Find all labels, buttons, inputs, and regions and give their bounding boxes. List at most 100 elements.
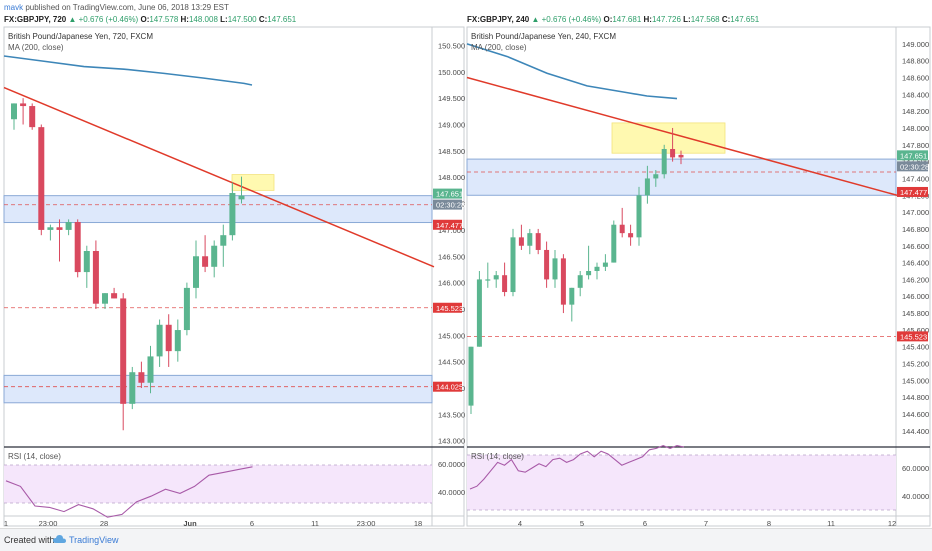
left-level1-badge-bg	[433, 219, 462, 230]
right-low-label: L:	[683, 15, 691, 24]
right-candle	[560, 254, 566, 314]
right-high-value: 147.726	[651, 15, 681, 24]
left-candle-body	[83, 250, 90, 273]
right-candle	[670, 127, 676, 162]
right-rsi-band	[467, 455, 896, 510]
left-candle	[220, 224, 227, 267]
right-y-tick-label: 146.400	[902, 259, 929, 268]
right-candle-body	[569, 287, 575, 305]
right-pane-border	[466, 26, 931, 527]
left-candle	[183, 282, 190, 336]
right-price-badge: 147.651	[900, 151, 927, 160]
right-y-tick-label: 145.000	[902, 376, 929, 385]
left-ma-legend: MA (200, close)	[8, 43, 64, 52]
right-rsi-line	[469, 445, 685, 490]
right-candle	[636, 186, 642, 246]
right-price-badge-bg	[897, 150, 928, 161]
right-y-tick-label: 147.800	[902, 141, 929, 150]
left-y-tick-label: 146.000	[438, 279, 465, 288]
right-y-tick-label: 146.600	[902, 242, 929, 251]
left-rsi-tick-label: 60.0000	[438, 460, 465, 469]
right-rsi-tick-label: 60.0000	[902, 464, 929, 473]
left-y-tick-label: 148.000	[438, 173, 465, 182]
right-x-tick-label: 4	[518, 519, 522, 528]
right-open-value: 147.681	[612, 15, 642, 24]
right-x-tick-label: 5	[580, 519, 584, 528]
left-timer-badge: 02:30:28	[436, 201, 465, 210]
right-chart-header: FX:GBPJPY, 240 ▲ +0.676 (+0.46%) O:147.6…	[467, 15, 759, 24]
left-rsi-band	[4, 465, 432, 503]
right-symbol[interactable]: FX:GBPJPY, 240	[467, 15, 530, 24]
left-candle-body	[156, 324, 163, 357]
right-y-tick-label: 146.000	[902, 292, 929, 301]
left-candle	[83, 245, 90, 288]
left-candle	[156, 319, 163, 367]
right-ma200-line	[466, 43, 678, 100]
left-y-tick-label: 150.000	[438, 68, 465, 77]
created-with-label: Created with	[4, 535, 55, 545]
right-candle	[586, 245, 592, 280]
left-candle-body	[20, 103, 27, 107]
publisher-user-link[interactable]: mavk	[4, 3, 24, 12]
right-close-label: C:	[721, 15, 731, 24]
left-x-tick-label: 23:00	[39, 519, 58, 528]
right-level2-badge: 145.523	[900, 332, 927, 341]
left-x-tick-label: Jun	[183, 519, 197, 528]
right-level2-badge-bg	[897, 331, 928, 342]
left-candle-body	[65, 222, 72, 230]
left-chart-pane: 150.500 150.000 149.500 149.000 148.500 148.0…	[3, 26, 465, 528]
left-candle-body	[129, 372, 136, 404]
left-rsi-line	[5, 466, 253, 518]
left-price-badge: 147.651	[436, 190, 463, 199]
right-ma-legend: MA (200, close)	[471, 43, 527, 52]
right-y-tick-label: 148.000	[902, 124, 929, 133]
left-close-label: C:	[258, 15, 268, 24]
right-candle	[552, 249, 558, 288]
right-candle-body	[518, 237, 524, 246]
right-chart-pane: 149.000 148.800 148.600 148.400 148.200 148.0…	[466, 26, 931, 528]
left-open-value: 147.578	[149, 15, 179, 24]
right-x-tick-label: 7	[704, 519, 708, 528]
right-candle-body	[636, 195, 642, 238]
left-y-tick-label: 145.000	[438, 331, 465, 340]
left-level3-badge-bg	[433, 381, 462, 392]
right-x-tick-label: 6	[643, 519, 647, 528]
left-candle	[147, 345, 154, 394]
left-x-tick-label: 18	[414, 519, 422, 528]
left-candle-body	[11, 103, 17, 120]
left-support-zone	[3, 195, 433, 224]
right-support-zone	[466, 158, 897, 196]
left-candle-body	[147, 356, 154, 383]
left-level2-badge-bg	[433, 302, 462, 313]
right-y-tick-label: 149.000	[902, 40, 929, 49]
right-candle	[544, 241, 550, 288]
footer-bar: Created with TradingView	[0, 528, 932, 551]
left-candle	[20, 98, 27, 125]
right-timer-badge-bg	[897, 161, 928, 172]
left-candle	[193, 240, 199, 299]
left-y-tick-label: 146.500	[438, 252, 465, 261]
left-candle	[211, 240, 218, 278]
left-y-tick-label: 149.000	[438, 121, 465, 130]
right-candle-body	[510, 237, 516, 293]
left-trend-line	[3, 86, 435, 268]
right-candle-body	[602, 262, 608, 267]
right-candle-body	[527, 233, 533, 246]
left-level3-badge: 144.025	[436, 383, 463, 392]
right-timer-badge: 02:30:28	[900, 162, 929, 171]
left-symbol[interactable]: FX:GBPJPY, 720	[4, 15, 67, 24]
right-candle-body	[502, 275, 508, 293]
left-candle-body	[183, 287, 190, 331]
left-open-label: O:	[140, 15, 150, 24]
left-low-label: L:	[220, 15, 228, 24]
tradingview-cloud-icon	[53, 535, 66, 543]
tradingview-brand-link[interactable]: TradingView	[69, 535, 119, 545]
left-candle	[74, 219, 81, 278]
left-candle-body	[165, 324, 172, 352]
left-price-badge-bg	[433, 188, 462, 199]
right-y-tick-label: 148.400	[902, 90, 929, 99]
left-candle-body	[38, 127, 45, 230]
left-timer-badge-bg	[433, 199, 462, 210]
right-high-label: H:	[643, 15, 652, 24]
